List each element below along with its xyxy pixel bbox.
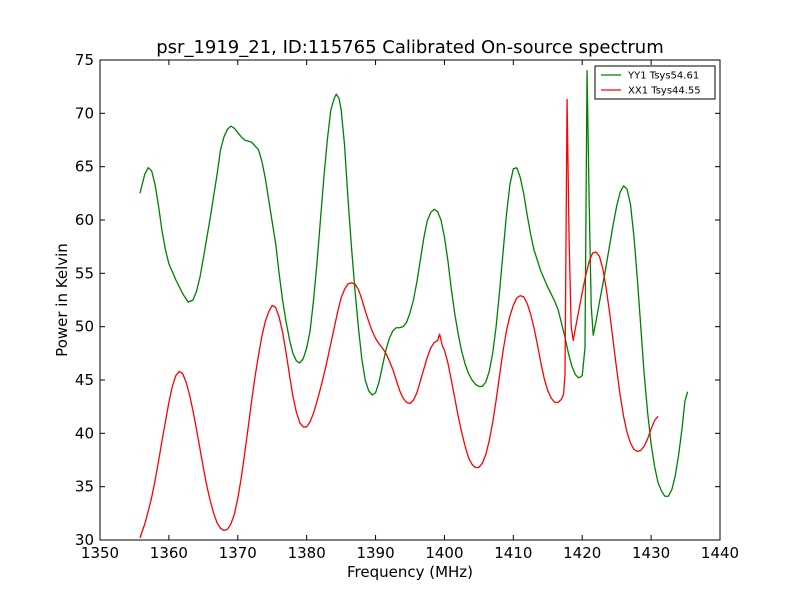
plot-frame (99, 59, 721, 541)
y-tick-label: 70 (75, 104, 94, 122)
series-layer (139, 70, 689, 539)
legend: YY1 Tsys54.61 XX1 Tsys44.55 (594, 65, 716, 100)
x-tick-label: 1350 (81, 544, 119, 562)
y-axis: 30 35 40 45 50 55 60 65 70 75 (75, 51, 720, 549)
y-tick-label: 40 (75, 424, 94, 442)
y-tick-label: 55 (75, 264, 94, 282)
series-line-xx1 (139, 98, 659, 539)
x-tick-label: 1360 (150, 544, 188, 562)
x-tick-label: 1400 (425, 544, 463, 562)
legend-label-xx1: XX1 Tsys44.55 (628, 86, 701, 97)
y-tick-label: 50 (75, 318, 94, 336)
y-tick-label: 65 (75, 158, 94, 176)
x-tick-label: 1430 (632, 544, 670, 562)
y-tick-label: 35 (75, 478, 94, 496)
legend-label-yy1: YY1 Tsys54.61 (627, 71, 699, 82)
y-axis-label: Power in Kelvin (53, 243, 71, 357)
series-line-yy1 (139, 70, 689, 497)
legend-box (594, 65, 716, 100)
y-tick-label: 30 (75, 531, 94, 549)
x-axis-label: Frequency (MHz) (347, 563, 473, 581)
y-tick-label: 60 (75, 211, 94, 229)
y-tick-label: 45 (75, 371, 94, 389)
x-tick-label: 1370 (219, 544, 257, 562)
x-tick-label: 1440 (701, 544, 739, 562)
y-tick-label: 75 (75, 51, 94, 69)
x-tick-label: 1420 (563, 544, 601, 562)
x-tick-label: 1380 (288, 544, 326, 562)
chart-title: psr_1919_21, ID:115765 Calibrated On-sou… (156, 37, 664, 58)
x-tick-label: 1410 (494, 544, 532, 562)
x-tick-label: 1390 (356, 544, 394, 562)
x-axis: 1350 1360 1370 1380 1390 1400 1410 1420 1430 1440 (81, 60, 739, 562)
